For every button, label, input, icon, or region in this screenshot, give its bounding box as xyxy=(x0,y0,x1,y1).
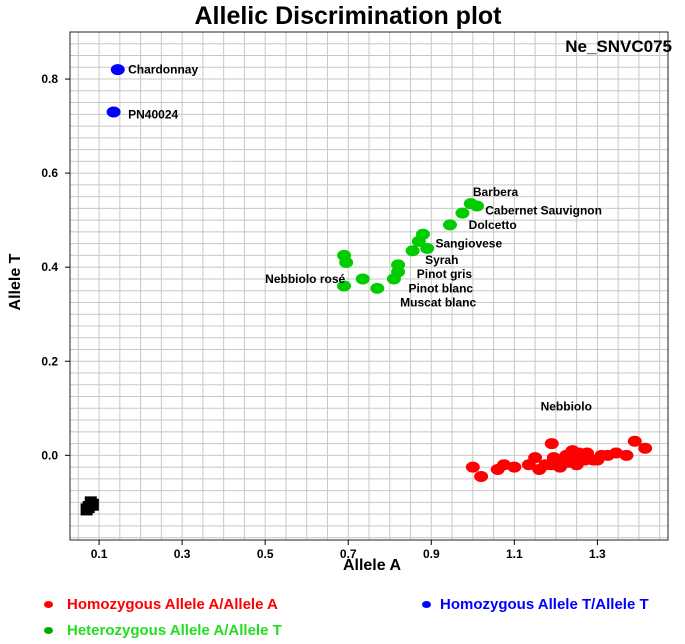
data-point xyxy=(405,245,420,257)
y-tick-label: 0.0 xyxy=(41,448,58,462)
legend-red-dot-icon xyxy=(44,601,53,608)
data-point xyxy=(455,207,470,219)
data-point xyxy=(80,503,93,516)
x-tick-label: 0.5 xyxy=(257,547,274,561)
point-label: Cabernet Sauvignon xyxy=(485,204,602,218)
x-tick-label: 0.1 xyxy=(91,547,108,561)
data-point xyxy=(415,228,430,240)
point-label: Pinot blanc xyxy=(408,281,473,295)
data-point xyxy=(528,452,543,464)
legend-item-homozygous-a: Homozygous Allele A/Allele A xyxy=(44,596,278,613)
y-tick-label: 0.2 xyxy=(41,354,58,368)
x-tick-label: 1.1 xyxy=(506,547,523,561)
data-points xyxy=(80,64,653,516)
data-point xyxy=(420,242,435,254)
chart-title: Allelic Discrimination plot xyxy=(195,2,503,30)
point-label: Sangiovese xyxy=(435,237,502,251)
data-point xyxy=(337,280,352,292)
data-point xyxy=(442,219,457,231)
y-tick-label: 0.4 xyxy=(41,260,58,274)
x-tick-label: 0.9 xyxy=(423,547,440,561)
point-label: Nebbiolo rosé xyxy=(265,272,345,286)
data-point xyxy=(465,461,480,473)
data-point xyxy=(391,259,406,271)
point-label: Syrah xyxy=(425,253,458,267)
data-point xyxy=(106,106,121,118)
data-point xyxy=(544,438,559,450)
legend-label: Homozygous Allele A/Allele A xyxy=(67,596,278,613)
y-tick-label: 0.8 xyxy=(41,72,58,86)
point-label: Barbera xyxy=(473,185,519,199)
data-point xyxy=(370,282,385,294)
legend-label: Heterozygous Allele A/Allele T xyxy=(67,622,282,639)
y-axis-ticks: 0.0 0.2 0.4 0.6 0.8 xyxy=(41,72,70,462)
x-tick-label: 1.3 xyxy=(589,547,606,561)
legend-label: Homozygous Allele T/Allele T xyxy=(440,596,649,613)
data-point xyxy=(638,442,653,454)
plot-frame xyxy=(69,31,669,541)
data-point xyxy=(355,273,370,285)
legend-item-homozygous-t: Homozygous Allele T/Allele T xyxy=(422,596,649,613)
data-point xyxy=(548,456,563,468)
point-label: Muscat blanc xyxy=(400,295,476,309)
y-tick-label: 0.6 xyxy=(41,166,58,180)
legend-item-heterozygous: Heterozygous Allele A/Allele T xyxy=(44,622,282,639)
x-axis-ticks: 0.1 0.3 0.5 0.7 0.9 1.1 1.3 xyxy=(91,540,606,561)
allelic-discrimination-chart: Allelic Discrimination plot 0.1 0.3 0.5 0.7… xyxy=(7,2,672,574)
point-label: Dolcetto xyxy=(469,218,517,232)
point-label: Pinot gris xyxy=(417,267,473,281)
plot-id-label: Ne_SNVC075 xyxy=(565,37,672,56)
cluster-annotation: Nebbiolo xyxy=(541,400,592,414)
data-point xyxy=(619,449,634,461)
legend-green-dot-icon xyxy=(44,627,53,634)
data-point xyxy=(627,435,642,447)
point-label: Chardonnay xyxy=(128,63,198,77)
legend-blue-dot-icon xyxy=(422,601,431,608)
data-point xyxy=(507,461,522,473)
data-point xyxy=(339,256,354,268)
data-point xyxy=(474,471,489,482)
x-tick-label: 0.3 xyxy=(174,547,191,561)
data-point xyxy=(469,200,484,212)
point-label: PN40024 xyxy=(128,107,178,121)
x-axis-label: Allele A xyxy=(343,557,402,574)
data-point xyxy=(110,64,125,76)
x-tick-label: 0.7 xyxy=(340,547,357,561)
y-axis-label: Allele T xyxy=(7,253,24,310)
